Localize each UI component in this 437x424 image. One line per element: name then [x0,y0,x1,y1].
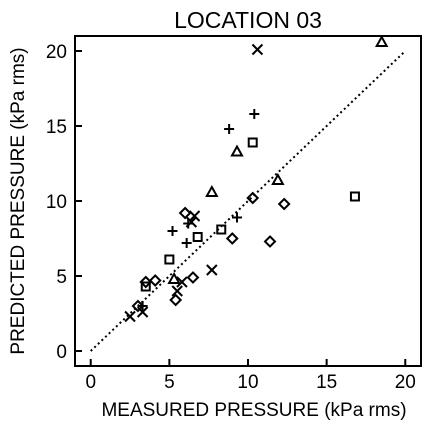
y-tick-label: 20 [46,42,67,63]
data-point-diamond [169,293,183,307]
data-point-square [216,224,227,235]
data-point-diamond [148,274,162,287]
data-point-square [140,281,151,292]
y-axis-label: PREDICTED PRESSURE (kPa rms) [8,47,29,354]
data-point-cross [176,276,188,288]
data-point-plus [224,124,235,134]
x-tick-label: 20 [395,372,416,393]
y-tick-label: 15 [46,117,67,138]
data-point-cross [171,285,183,297]
x-tick-label: 0 [85,372,96,393]
data-point-diamond [277,197,291,211]
data-point-cross [185,216,198,228]
data-point-triangle [167,271,181,284]
data-point-cross [188,210,201,222]
plot-frame [74,35,422,367]
data-point-diamond [263,235,277,248]
y-tick-label: 0 [56,342,67,363]
data-point-square [164,254,175,265]
x-axis-label: MEASURED PRESSURE (kPa rms) [101,400,406,421]
x-tick-label: 15 [316,372,337,393]
data-point-plus [167,226,178,236]
data-point-plus [231,212,242,223]
x-tick-label: 5 [164,372,175,393]
data-point-square [192,232,203,242]
data-point-diamond [246,191,260,205]
y-tick-label: 5 [56,267,67,288]
data-point-triangle [271,172,285,185]
y-tick-label: 10 [46,192,67,213]
data-point-square [247,137,258,148]
data-point-diamond [131,299,145,313]
data-point-cross [124,310,136,323]
data-point-plus [249,109,260,119]
data-point-diamond [178,206,192,220]
data-point-triangle [205,184,219,197]
data-point-diamond [186,271,200,284]
chart-title: LOCATION 03 [174,7,322,33]
data-point-plus [181,238,192,248]
x-tick-label: 10 [237,372,258,393]
data-point-triangle [230,144,244,157]
data-point-diamond [225,232,239,245]
data-point-cross [206,264,218,276]
data-point-square [349,191,360,202]
data-point-triangle [374,34,389,47]
data-point-cross [251,43,264,56]
